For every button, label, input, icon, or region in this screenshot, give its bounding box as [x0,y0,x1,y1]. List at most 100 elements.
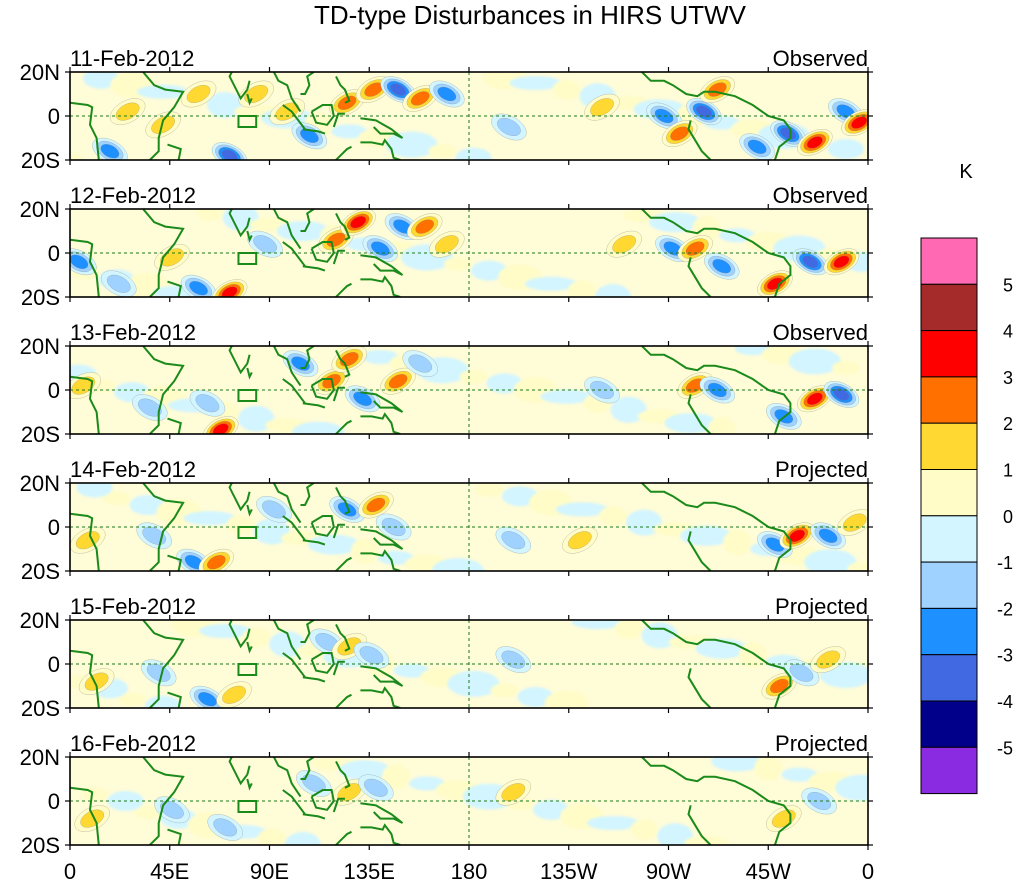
background-cell [847,561,868,571]
positive-anomaly [495,778,532,806]
colorbar-label: -2 [997,599,1013,619]
negative-anomaly [810,522,846,550]
coastline [167,417,182,434]
background-cell [257,828,286,845]
background-cell [362,350,399,364]
coastline [360,665,404,687]
negative-anomaly [154,796,190,824]
coastline [142,72,185,160]
contour-level [501,650,526,669]
background-cell [331,124,368,139]
contour-level [818,528,838,543]
colorbar-swatch [920,283,978,332]
negative-anomaly [92,137,128,160]
negative-anomaly [101,270,137,297]
contour-level [415,219,434,234]
coastline [310,241,335,263]
contour-level [770,678,789,694]
contour-level [612,235,637,254]
contour-level [137,398,162,417]
coastline [70,101,100,160]
y-tick-label: 0 [48,241,60,266]
coastline [282,652,306,678]
panel-status: Projected [775,457,868,482]
background-cell [474,483,503,497]
contour-level [851,116,868,129]
background-cell [408,776,445,791]
coastline [300,346,315,369]
panel: 20N 0 20S 16-Feb-2012 Projected [20,731,873,858]
contour-level [244,84,269,104]
colorbar-label: 3 [1003,368,1013,388]
colorbar-label: 5 [1003,275,1013,295]
background-cell [684,835,729,845]
x-tick-label: 180 [451,859,488,884]
y-tick-label: 0 [48,652,60,677]
background-cell [137,84,190,99]
coastline [302,676,326,683]
negative-anomaly [329,496,365,523]
coastline [310,378,335,400]
colorbar-swatch [920,746,978,795]
positive-anomaly [562,526,598,554]
coastline [360,117,404,139]
background-cell [253,518,290,545]
y-tick-label: 20N [20,608,60,633]
x-tick-label: 45E [150,859,189,884]
contour-level [206,555,226,570]
background-cell [525,276,578,291]
coastline [246,778,253,791]
panel: 20N 0 20S 12-Feb-2012 Observed [20,183,873,310]
coastline [273,209,302,250]
colorbar-swatch [920,376,978,424]
background-cell [781,767,818,782]
coastlines [70,757,792,845]
coastline [70,512,100,571]
colorbar-label: -1 [997,553,1013,573]
negative-anomaly [353,641,390,669]
contour-level [806,136,823,149]
coastline [360,528,404,550]
y-tick-label: 20S [21,833,60,858]
contour-level [410,91,430,106]
negative-anomaly [189,685,226,708]
coastline [246,641,253,654]
coastline [273,757,302,798]
contour-level [186,84,211,104]
coastline [332,797,345,813]
coastline [687,394,712,434]
coastlines [70,346,792,434]
background-cell [338,760,391,781]
background-cell [552,79,581,100]
panel: 20N 0 20S 14-Feb-2012 Projected [20,457,873,584]
contour-level [359,646,384,665]
background-cell [145,695,182,708]
contour-level [151,115,175,134]
negative-anomaly [686,98,722,125]
background-cell [393,663,430,678]
positive-anomaly [198,548,235,571]
x-tick-label: 135E [344,859,395,884]
coastline [70,238,100,297]
positive-anomaly [823,248,860,276]
contour-level [842,513,867,532]
colorbar-swatch [920,237,978,285]
coastline [335,419,352,434]
panel: 20N 0 20S 15-Feb-2012 Projected [20,594,873,721]
coastline [302,402,326,409]
contour-level [106,274,131,293]
coastline [282,378,306,404]
panel-status: Observed [773,320,868,345]
positive-anomaly [145,111,181,139]
background-cell [222,209,259,231]
coastline [641,346,792,434]
coastline [310,515,335,537]
panel-status: Projected [775,731,868,756]
coastline [228,209,251,238]
panel-status: Observed [773,46,868,71]
background-cell [292,421,345,434]
coastline [360,686,401,708]
background-cell [540,389,593,404]
colorbar-swatch [920,422,978,471]
background-cell [754,757,783,781]
